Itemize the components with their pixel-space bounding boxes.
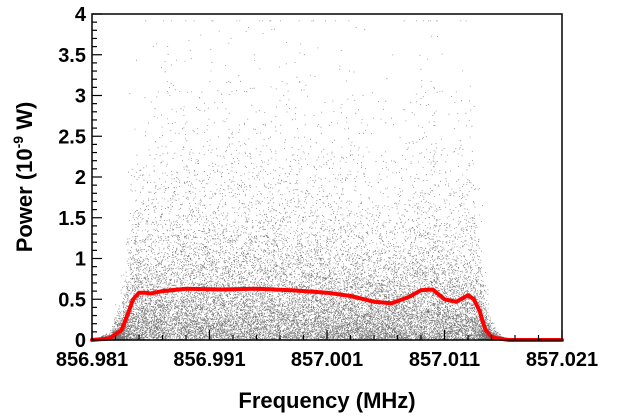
y-axis-title-exponent: -9 bbox=[10, 136, 26, 149]
y-tick-label: 0 bbox=[75, 330, 86, 352]
axis-ticks bbox=[91, 13, 563, 341]
y-tick-label: 3.5 bbox=[58, 45, 86, 67]
y-tick-label: 2.5 bbox=[58, 126, 86, 148]
y-axis-title-pre: Power (10 bbox=[12, 148, 37, 252]
x-axis-title: Frequency (MHz) bbox=[238, 388, 415, 413]
y-tick-label: 2 bbox=[75, 167, 86, 189]
x-tick-label: 856.991 bbox=[173, 349, 245, 371]
y-tick-label: 3 bbox=[75, 86, 86, 108]
y-tick-label: 4 bbox=[75, 4, 87, 26]
y-axis-title-post: W) bbox=[12, 102, 37, 136]
x-tick-label: 857.001 bbox=[291, 349, 363, 371]
y-tick-label: 1 bbox=[75, 249, 86, 271]
x-tick-label: 856.981 bbox=[56, 349, 128, 371]
x-tick-label: 857.021 bbox=[526, 349, 598, 371]
y-tick-label: 1.5 bbox=[58, 208, 86, 230]
y-axis-title: Power (10-9 W) bbox=[10, 102, 37, 253]
y-tick-labels: 0 0.5 1 1.5 2 2.5 3 3.5 4 bbox=[58, 4, 87, 352]
x-tick-label: 857.011 bbox=[409, 349, 480, 371]
x-tick-labels: 856.981 856.991 857.001 857.011 857.021 bbox=[56, 349, 598, 371]
y-tick-label: 0.5 bbox=[58, 289, 86, 311]
